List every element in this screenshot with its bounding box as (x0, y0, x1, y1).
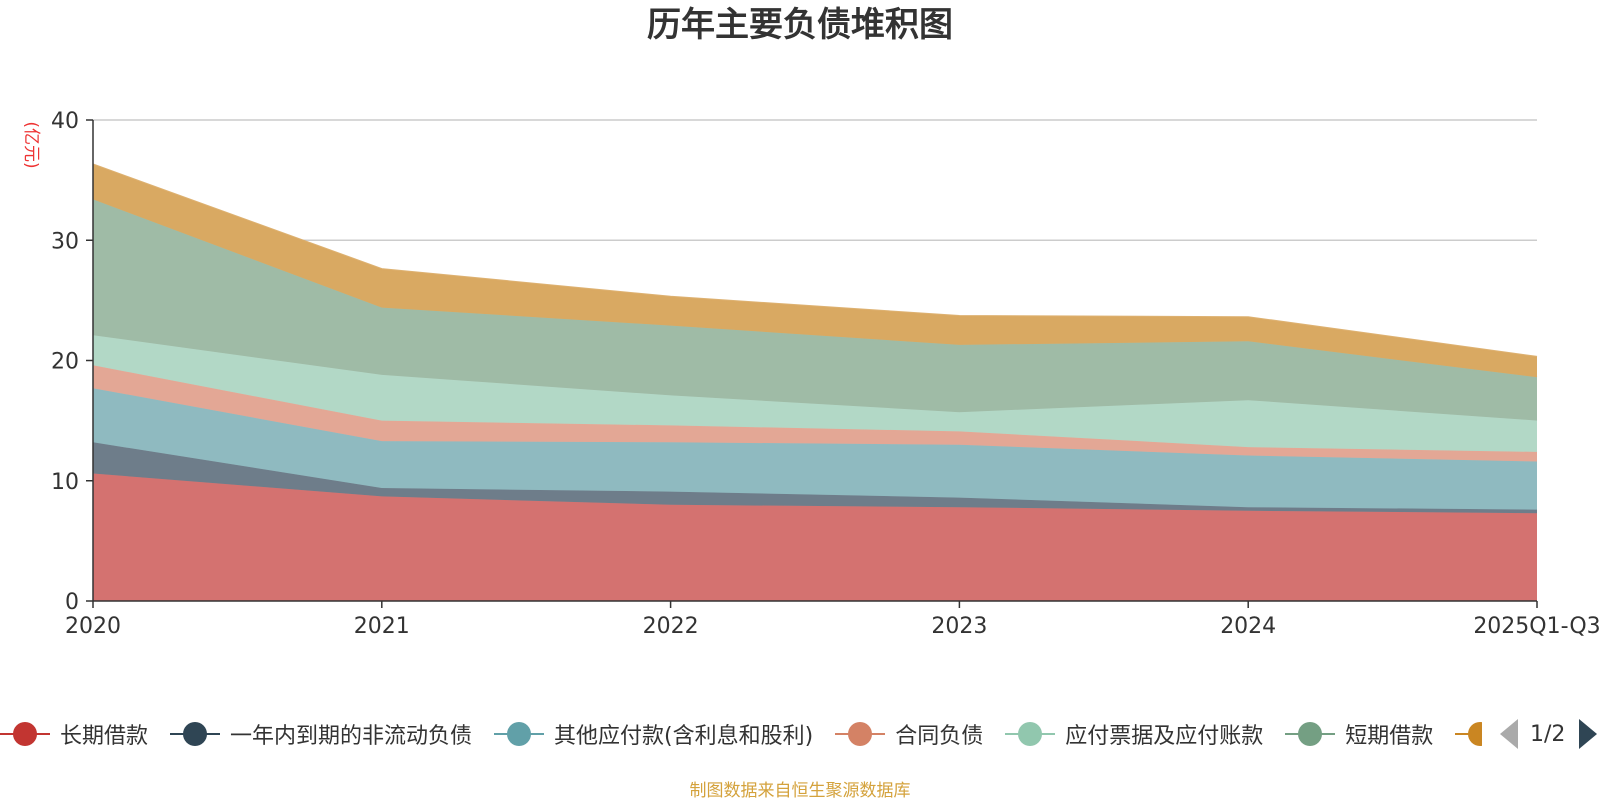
legend-item-3[interactable]: 合同负债 (835, 712, 983, 756)
legend: 长期借款 一年内到期的非流动负债 其他应付款(含利息和股利) 合同负债 应付票据及应付账… (0, 712, 1600, 756)
y-tick-label: 40 (51, 109, 79, 134)
x-tick-label: 2022 (643, 614, 699, 639)
legend-page-indicator: 1/2 (1530, 721, 1566, 747)
legend-prev-page-icon[interactable] (1500, 719, 1518, 749)
area-series-0 (93, 473, 1537, 601)
legend-label: 长期借款 (60, 724, 149, 749)
legend-marker-icon (494, 719, 545, 749)
legend-label: 合同负债 (895, 724, 984, 749)
y-axis-unit-label: (亿元) (21, 121, 41, 168)
x-tick-label: 2023 (931, 614, 987, 639)
legend-item-5[interactable]: 短期借款 (1285, 712, 1433, 756)
legend-items: 长期借款 一年内到期的非流动负债 其他应付款(含利息和股利) 合同负债 应付票据及应付账… (0, 712, 1482, 756)
area-series-line-6 (92, 163, 1538, 358)
legend-marker-icon (170, 719, 221, 749)
legend-label: 短期借款 (1345, 724, 1434, 749)
legend-marker-icon (1455, 719, 1482, 749)
y-tick-label: 10 (51, 470, 79, 495)
y-tick-label: 0 (65, 590, 79, 615)
legend-label: 其他应付款(含利息和股利) (554, 724, 814, 749)
legend-marker-icon (1005, 719, 1056, 749)
legend-label: 应付票据及应付账款 (1065, 724, 1264, 749)
y-tick-label: 30 (51, 229, 79, 254)
x-tick-label: 2024 (1220, 614, 1276, 639)
legend-label: 一年内到期的非流动负债 (230, 724, 473, 749)
legend-item-6[interactable]: 其他负债 (1455, 712, 1482, 756)
chart-title: 历年主要负债堆积图 (647, 5, 953, 45)
legend-item-0[interactable]: 长期借款 (0, 712, 148, 756)
area-series-4 (93, 335, 1537, 452)
area-series-3 (93, 365, 1537, 462)
area-series-6 (93, 164, 1537, 378)
legend-item-4[interactable]: 应付票据及应付账款 (1005, 712, 1263, 756)
source-note: 制图数据来自恒生聚源数据库 (689, 781, 911, 801)
area-series-5 (93, 199, 1537, 421)
legend-marker-icon (835, 719, 886, 749)
legend-item-2[interactable]: 其他应付款(含利息和股利) (494, 712, 813, 756)
x-tick-label: 2025Q1-Q3 (1473, 614, 1600, 639)
legend-item-1[interactable]: 一年内到期的非流动负债 (170, 712, 472, 756)
chart-area: 0 10 20 30 40 2020 2021 2022 2023 2024 2025Q1-Q3 (… (21, 109, 1600, 639)
stacked-areas (92, 163, 1538, 601)
y-tick-label: 20 (51, 350, 79, 375)
legend-marker-icon (1285, 719, 1336, 749)
legend-pager: 1/2 (1500, 718, 1598, 750)
x-tick-label: 2020 (65, 614, 121, 639)
area-series-1 (93, 442, 1537, 514)
x-tick-label: 2021 (354, 614, 410, 639)
area-series-2 (93, 388, 1537, 510)
legend-next-page-icon[interactable] (1579, 719, 1598, 749)
legend-marker-icon (0, 719, 50, 749)
axes: 0 10 20 30 40 2020 2021 2022 2023 2024 2025Q1-Q3 (51, 109, 1600, 639)
